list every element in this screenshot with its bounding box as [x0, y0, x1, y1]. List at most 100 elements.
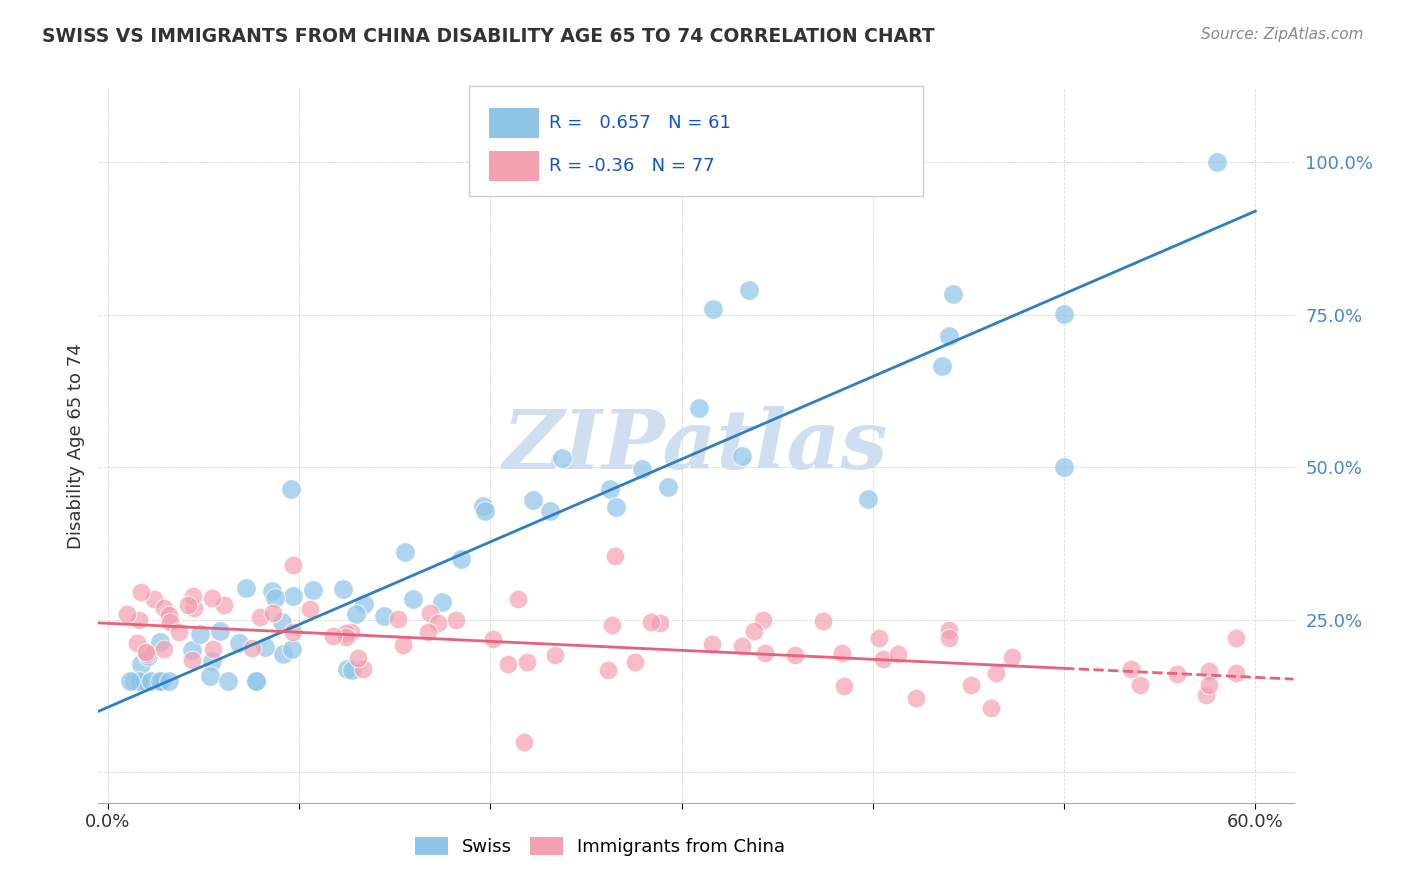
Point — [271, 647, 294, 661]
Point — [887, 648, 910, 662]
Point — [202, 642, 225, 657]
Point — [129, 585, 152, 599]
Point — [1001, 649, 1024, 664]
Point — [342, 664, 364, 678]
Point — [262, 606, 284, 620]
Point — [543, 648, 565, 662]
Y-axis label: Disability Age 65 to 74: Disability Age 65 to 74 — [66, 343, 84, 549]
Point — [602, 618, 624, 632]
Point — [122, 673, 145, 688]
Point — [128, 673, 150, 688]
Point — [942, 287, 965, 301]
Point — [394, 545, 416, 559]
Point — [418, 625, 440, 640]
Point — [373, 608, 395, 623]
Point — [731, 450, 754, 464]
Point — [731, 640, 754, 654]
Text: R =   0.657   N = 61: R = 0.657 N = 61 — [548, 114, 731, 132]
Point — [125, 635, 148, 649]
Point — [217, 673, 239, 688]
Point — [157, 608, 180, 623]
Point — [938, 623, 960, 637]
Point — [1129, 677, 1152, 691]
Point — [702, 637, 724, 651]
Point — [702, 301, 724, 316]
Point — [742, 624, 765, 639]
Point — [832, 679, 855, 693]
FancyBboxPatch shape — [489, 108, 540, 137]
Point — [201, 654, 224, 668]
Point — [181, 589, 204, 603]
Point — [444, 613, 467, 627]
Point — [984, 665, 1007, 680]
Point — [931, 359, 953, 373]
Point — [938, 632, 960, 646]
Point — [1225, 665, 1247, 680]
FancyBboxPatch shape — [489, 151, 540, 180]
Point — [340, 625, 363, 640]
Point — [858, 491, 880, 506]
Point — [129, 657, 152, 671]
Point — [430, 595, 453, 609]
Point — [190, 627, 212, 641]
Point — [783, 648, 806, 662]
Point — [212, 599, 235, 613]
Point — [960, 678, 983, 692]
Point — [240, 641, 263, 656]
Legend: Swiss, Immigrants from China: Swiss, Immigrants from China — [406, 828, 794, 865]
Point — [450, 552, 472, 566]
Point — [603, 549, 626, 563]
Point — [181, 653, 204, 667]
Point — [136, 648, 159, 662]
Text: SWISS VS IMMIGRANTS FROM CHINA DISABILITY AGE 65 TO 74 CORRELATION CHART: SWISS VS IMMIGRANTS FROM CHINA DISABILIT… — [42, 27, 935, 45]
Point — [209, 624, 232, 638]
Point — [139, 673, 162, 688]
Point — [245, 673, 267, 688]
Point — [183, 601, 205, 615]
Point — [245, 673, 267, 688]
Point — [152, 673, 174, 688]
Point — [281, 590, 304, 604]
Point — [1119, 662, 1142, 676]
Point — [352, 662, 374, 676]
Point — [631, 461, 654, 475]
Point — [599, 482, 621, 496]
Point — [481, 632, 503, 646]
Point — [1198, 664, 1220, 678]
Point — [249, 610, 271, 624]
Text: R = -0.36   N = 77: R = -0.36 N = 77 — [548, 157, 714, 175]
Point — [136, 648, 159, 663]
Point — [551, 451, 574, 466]
Point — [387, 612, 409, 626]
Point — [336, 662, 359, 676]
Point — [1198, 678, 1220, 692]
Point — [1166, 667, 1188, 681]
Point — [427, 615, 450, 630]
Point — [522, 493, 544, 508]
Point — [159, 673, 181, 688]
Point — [153, 600, 176, 615]
Point — [198, 669, 221, 683]
Point — [402, 591, 425, 606]
Point — [146, 673, 169, 688]
Point — [508, 592, 530, 607]
Point — [283, 558, 305, 572]
Point — [344, 607, 367, 621]
Point — [201, 591, 224, 606]
Point — [1053, 460, 1076, 475]
Point — [281, 642, 304, 657]
Point — [181, 643, 204, 657]
Point — [115, 607, 138, 621]
Point — [938, 329, 960, 343]
Point — [752, 613, 775, 627]
Point — [538, 504, 561, 518]
Text: ZIPatlas: ZIPatlas — [503, 406, 889, 486]
Point — [391, 638, 413, 652]
Point — [143, 592, 166, 607]
Point — [228, 635, 250, 649]
Point — [149, 635, 172, 649]
Point — [648, 615, 671, 630]
Point — [688, 401, 710, 416]
Point — [1206, 155, 1229, 169]
Text: Source: ZipAtlas.com: Source: ZipAtlas.com — [1201, 27, 1364, 42]
